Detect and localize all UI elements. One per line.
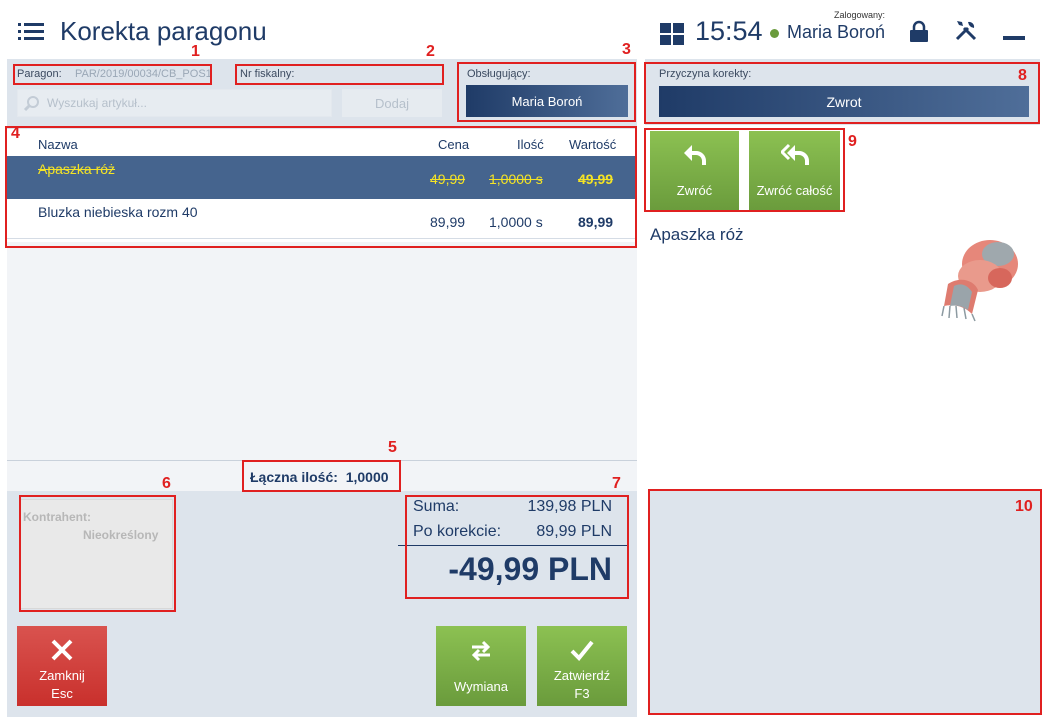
row-1-name: Apaszka róż [38, 161, 116, 177]
confirm-key: F3 [574, 686, 590, 701]
annotation-2: 2 [426, 43, 435, 60]
fiscal-label: Nr fiskalny: [240, 68, 295, 80]
undo-icon [684, 145, 706, 165]
annotation-box-2 [235, 64, 444, 85]
annotation-7: 7 [612, 475, 621, 492]
confirm-label: Zatwierdź [553, 668, 611, 683]
info-panel [650, 491, 1040, 713]
row-1-qty: 1,0000 s [489, 171, 543, 187]
contractor-label: Kontrahent: [23, 510, 91, 524]
grid-icon[interactable] [660, 23, 684, 45]
clock: 15:54 [695, 16, 763, 46]
total-qty-value: 1,0000 [345, 469, 389, 485]
return-button[interactable]: Zwróć [650, 131, 739, 211]
after-label: Po korekcie: [413, 523, 502, 540]
menu-icon[interactable] [18, 22, 44, 42]
return-all-button[interactable]: Zwróć całość [749, 131, 840, 211]
annotation-1: 1 [191, 43, 200, 60]
annotation-box-4 [5, 126, 637, 248]
annotation-box-7 [405, 495, 629, 599]
add-button[interactable]: Dodaj [342, 89, 442, 117]
page-title: Korekta paragonu [60, 16, 267, 46]
exchange-icon [471, 640, 491, 662]
row-1-value: 49,99 [578, 171, 614, 187]
logged-user-name[interactable]: Maria Boroń [787, 22, 886, 42]
row-1-price: 49,99 [430, 171, 466, 187]
sum-label: Suma: [413, 498, 460, 515]
reason-label: Przyczyna korekty: [659, 68, 752, 80]
col-header-qty[interactable]: Ilość [517, 137, 544, 152]
row-2-value: 89,99 [578, 214, 614, 230]
check-icon [570, 640, 594, 661]
annotation-box-3 [457, 62, 636, 122]
close-icon [51, 639, 73, 661]
return-label: Zwróć [676, 183, 713, 198]
receipt-label: Paragon: [17, 68, 62, 80]
total-qty-bar [7, 461, 637, 491]
total-qty-label: Łączna ilość: [250, 469, 338, 485]
logged-label: Zalogowany: [834, 10, 886, 20]
table-row-selected[interactable] [7, 156, 637, 199]
after-value: 89,99 PLN [536, 523, 612, 540]
annotation-4: 4 [11, 125, 20, 142]
status-dot-icon [770, 29, 779, 38]
annotation-box-10 [648, 489, 1042, 715]
col-header-value[interactable]: Wartość [569, 137, 617, 152]
row-divider [7, 238, 637, 239]
annotation-8: 8 [1018, 67, 1027, 84]
exchange-button[interactable]: Wymiana [436, 626, 526, 706]
close-label: Zamknij [39, 668, 85, 683]
row-2-price: 89,99 [430, 214, 466, 230]
close-button[interactable]: Zamknij Esc [17, 626, 107, 706]
annotation-box-1 [13, 64, 212, 85]
difference-amount: -49,99 PLN [448, 551, 612, 587]
annotation-10: 10 [1015, 498, 1033, 515]
lock-icon[interactable] [908, 20, 930, 42]
annotation-6: 6 [162, 475, 171, 492]
row-2-qty: 1,0000 s [489, 214, 543, 230]
return-all-label: Zwróć całość [756, 183, 833, 198]
search-input[interactable] [17, 89, 332, 117]
cashier-button[interactable]: Maria Boroń [466, 85, 628, 117]
receipt-number: PAR/2019/00034/CB_POS1 [75, 68, 212, 80]
confirm-button[interactable]: Zatwierdź F3 [537, 626, 627, 706]
annotation-5: 5 [388, 439, 397, 456]
items-empty-area [7, 242, 637, 460]
col-header-name[interactable]: Nazwa [38, 137, 78, 152]
col-header-price[interactable]: Cena [438, 137, 470, 152]
exchange-label: Wymiana [453, 679, 509, 694]
contractor-value: Nieokreślony [83, 528, 159, 542]
contractor-box[interactable] [19, 499, 173, 609]
annotation-box-8 [644, 62, 1040, 124]
total-qty: Łączna ilość: 1,0000 [250, 469, 389, 485]
annotation-box-5 [242, 460, 401, 492]
reason-button[interactable]: Zwrot [659, 86, 1029, 117]
annotation-box-6 [19, 495, 176, 612]
tools-icon[interactable] [954, 18, 978, 42]
selected-item-name: Apaszka róż [650, 225, 744, 244]
annotation-box-9 [644, 128, 845, 212]
row-2-name: Bluzka niebieska rozm 40 [38, 204, 198, 220]
sum-divider [398, 545, 627, 546]
search-icon [23, 96, 39, 112]
annotation-9: 9 [848, 133, 857, 150]
minimize-icon[interactable] [1003, 36, 1025, 40]
close-key: Esc [51, 686, 73, 701]
annotation-3: 3 [622, 41, 631, 58]
scarf-image [941, 240, 1018, 322]
search-placeholder: Wyszukaj artykuł... [47, 96, 147, 110]
cashier-label: Obsługujący: [467, 68, 531, 80]
sum-value: 139,98 PLN [527, 498, 612, 515]
undo-all-icon [781, 143, 809, 165]
